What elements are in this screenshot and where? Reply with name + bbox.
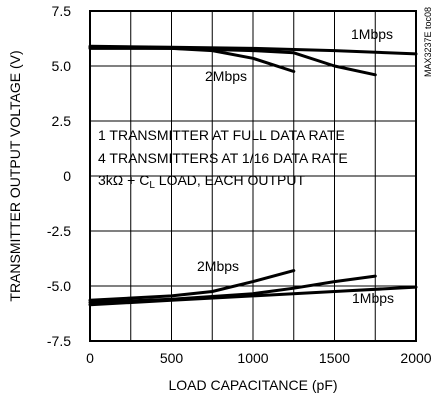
y-tick-label: -7.5 <box>47 333 71 349</box>
x-tick-label: 1500 <box>319 350 350 366</box>
series-line-2mbps-2 <box>88 46 296 73</box>
y-tick-label: -2.5 <box>47 223 71 239</box>
annotation-line-2: 4 TRANSMITTERS AT 1/16 DATA RATE <box>98 150 348 166</box>
y-tick-label: -5.0 <box>47 278 71 294</box>
y-tick-label: 5.0 <box>52 58 72 74</box>
y-tick-label: 0 <box>63 168 71 184</box>
series-line-1mbps-5 <box>88 285 418 307</box>
x-axis-title: LOAD CAPACITANCE (pF) <box>168 377 337 393</box>
x-tick-label: 2000 <box>400 350 431 366</box>
x-tick-label: 1000 <box>237 350 268 366</box>
y-tick-label: 7.5 <box>52 3 72 19</box>
y-tick-label: 2.5 <box>52 113 72 129</box>
x-tick-label: 0 <box>86 350 94 366</box>
series-label-2mbps-top: 2Mbps <box>205 68 247 84</box>
series-label-1mbps-top: 1Mbps <box>351 26 393 42</box>
annotation-line-1: 1 TRANSMITTER AT FULL DATA RATE <box>98 127 345 143</box>
annotation-line-3: 3kΩ + CL LOAD, EACH OUTPUT <box>98 172 305 191</box>
plot-frame <box>89 10 417 342</box>
series-lines <box>88 44 418 307</box>
figure-code: MAX3237E toc08 <box>423 7 433 77</box>
ticks: 0 500 1000 1500 2000 7.5 5.0 2.5 0 -2.5 -5.0 -7.5 <box>47 3 432 366</box>
series-line-2mbps-3 <box>88 269 296 302</box>
y-axis-title: TRANSMITTER OUTPUT VOLTAGE (V) <box>7 50 23 301</box>
series-label-1mbps-bottom: 1Mbps <box>352 290 394 306</box>
x-tick-label: 500 <box>160 350 184 366</box>
series-label-2mbps-bottom: 2Mbps <box>197 258 239 274</box>
